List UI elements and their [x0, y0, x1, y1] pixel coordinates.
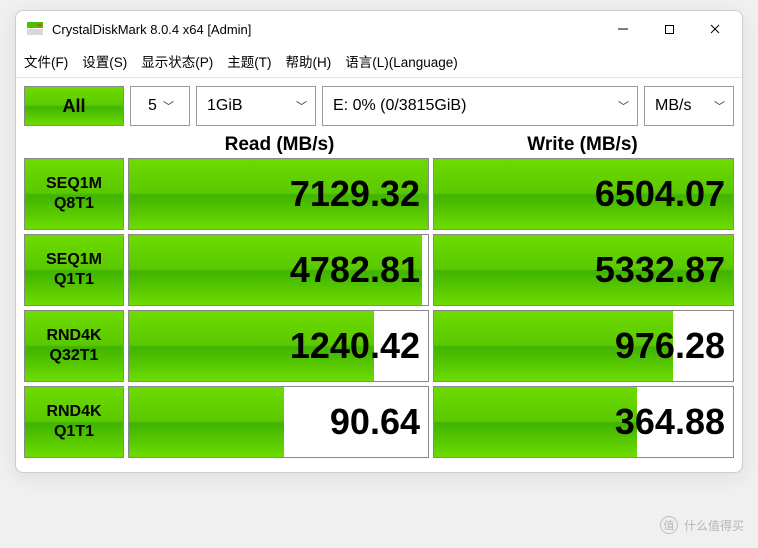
- bench-row: SEQ1M Q8T1 7129.32 6504.07: [24, 158, 734, 230]
- read-bar: [129, 387, 284, 457]
- drive-select[interactable]: E: 0% (0/3815GiB) ﹀: [322, 86, 638, 126]
- write-value: 364.88: [615, 401, 725, 443]
- watermark: 值 什么值得买: [660, 516, 744, 534]
- unit-value: MB/s: [655, 97, 691, 115]
- test-count-select[interactable]: 5 ﹀: [130, 86, 190, 126]
- read-cell: 7129.32: [128, 158, 429, 230]
- read-cell: 1240.42: [128, 310, 429, 382]
- drive-value: E: 0% (0/3815GiB): [333, 97, 466, 115]
- menu-language[interactable]: 语言(L)(Language): [345, 51, 458, 71]
- row-button-rnd4k-q32t1[interactable]: RND4K Q32T1: [24, 310, 124, 382]
- test-count-value: 5: [148, 97, 157, 115]
- read-value: 1240.42: [290, 325, 420, 367]
- write-value: 5332.87: [595, 249, 725, 291]
- watermark-icon: 值: [660, 516, 678, 534]
- read-value: 90.64: [330, 401, 420, 443]
- menubar: 文件(F) 设置(S) 显示状态(P) 主题(T) 帮助(H) 语言(L)(La…: [16, 47, 742, 78]
- minimize-button[interactable]: [600, 14, 646, 44]
- window-title: CrystalDiskMark 8.0.4 x64 [Admin]: [52, 22, 600, 37]
- all-button[interactable]: All: [24, 86, 124, 126]
- write-value: 976.28: [615, 325, 725, 367]
- row-button-rnd4k-q1t1[interactable]: RND4K Q1T1: [24, 386, 124, 458]
- menu-display[interactable]: 显示状态(P): [141, 51, 213, 71]
- write-value: 6504.07: [595, 173, 725, 215]
- write-bar: [434, 387, 637, 457]
- menu-help[interactable]: 帮助(H): [286, 51, 332, 71]
- menu-theme[interactable]: 主题(T): [227, 51, 271, 71]
- write-cell: 364.88: [433, 386, 734, 458]
- maximize-button[interactable]: [646, 14, 692, 44]
- test-size-value: 1GiB: [207, 97, 243, 115]
- test-size-select[interactable]: 1GiB ﹀: [196, 86, 316, 126]
- controls-row: All 5 ﹀ 1GiB ﹀ E: 0% (0/3815GiB) ﹀ MB/s …: [16, 78, 742, 130]
- chevron-down-icon: ﹀: [618, 98, 629, 114]
- column-headers: Read (MB/s) Write (MB/s): [16, 130, 742, 158]
- titlebar: CrystalDiskMark 8.0.4 x64 [Admin]: [16, 11, 742, 47]
- row-button-seq1m-q8t1[interactable]: SEQ1M Q8T1: [24, 158, 124, 230]
- chevron-down-icon: ﹀: [714, 98, 725, 114]
- row-button-seq1m-q1t1[interactable]: SEQ1M Q1T1: [24, 234, 124, 306]
- bench-row: RND4K Q1T1 90.64 364.88: [24, 386, 734, 458]
- bench-row: RND4K Q32T1 1240.42 976.28: [24, 310, 734, 382]
- write-cell: 976.28: [433, 310, 734, 382]
- header-read: Read (MB/s): [128, 134, 431, 156]
- read-value: 7129.32: [290, 173, 420, 215]
- app-icon: [26, 20, 44, 38]
- bench-row: SEQ1M Q1T1 4782.81 5332.87: [24, 234, 734, 306]
- watermark-text: 什么值得买: [684, 517, 744, 534]
- menu-file[interactable]: 文件(F): [24, 51, 68, 71]
- app-window: CrystalDiskMark 8.0.4 x64 [Admin] 文件(F) …: [15, 10, 743, 473]
- chevron-down-icon: ﹀: [163, 98, 174, 114]
- benchmark-grid: SEQ1M Q8T1 7129.32 6504.07 SEQ1M Q1T1 47…: [16, 158, 742, 472]
- chevron-down-icon: ﹀: [296, 98, 307, 114]
- write-cell: 5332.87: [433, 234, 734, 306]
- read-cell: 90.64: [128, 386, 429, 458]
- header-write: Write (MB/s): [431, 134, 734, 156]
- read-value: 4782.81: [290, 249, 420, 291]
- menu-settings[interactable]: 设置(S): [82, 51, 127, 71]
- write-cell: 6504.07: [433, 158, 734, 230]
- close-button[interactable]: [692, 14, 738, 44]
- unit-select[interactable]: MB/s ﹀: [644, 86, 734, 126]
- read-cell: 4782.81: [128, 234, 429, 306]
